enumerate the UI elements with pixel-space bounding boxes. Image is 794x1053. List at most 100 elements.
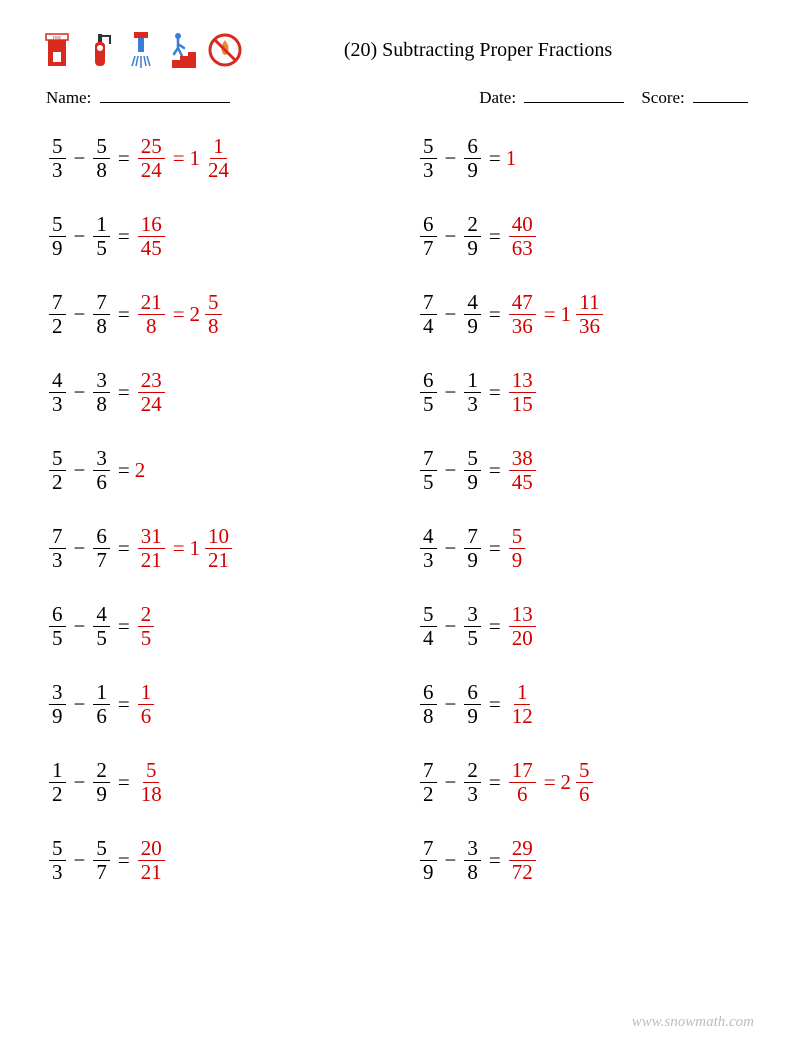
fraction: 56 — [576, 759, 593, 804]
equals: = — [544, 770, 556, 795]
header: FIRE — [40, 30, 754, 70]
fraction: 49 — [464, 291, 481, 336]
minus: − — [445, 380, 457, 405]
fraction: 72 — [420, 759, 437, 804]
equals: = — [118, 302, 130, 327]
fraction: 79 — [464, 525, 481, 570]
minus: − — [445, 146, 457, 171]
minus: − — [445, 224, 457, 249]
fraction: 68 — [420, 681, 437, 726]
answer-mixed: 1124 — [190, 135, 236, 180]
answer-int: 1 — [506, 146, 517, 171]
equals: = — [489, 458, 501, 483]
answer-mixed: 11021 — [190, 525, 236, 570]
fraction: 23 — [464, 759, 481, 804]
fraction: 2324 — [138, 369, 165, 414]
problem: 43 − 38 = 2324 — [46, 367, 377, 417]
extinguisher-icon — [82, 30, 116, 70]
minus: − — [445, 692, 457, 717]
minus: − — [445, 536, 457, 561]
footer-link[interactable]: www.snowmath.com — [632, 1014, 754, 1031]
fraction: 16 — [138, 681, 155, 726]
fraction: 69 — [464, 135, 481, 180]
problem: 12 − 29 = 518 — [46, 757, 377, 807]
problem: 72 − 23 = 176=256 — [417, 757, 748, 807]
fraction: 25 — [138, 603, 155, 648]
fraction: 39 — [49, 681, 66, 726]
problem: 43 − 79 = 59 — [417, 523, 748, 573]
answer-mixed: 256 — [561, 759, 596, 804]
equals: = — [173, 302, 185, 327]
minus: − — [445, 848, 457, 873]
problem: 72 − 78 = 218=258 — [46, 289, 377, 339]
fraction: 2524 — [138, 135, 165, 180]
fraction: 12 — [49, 759, 66, 804]
answer-frac: 2972 — [506, 837, 539, 882]
equals: = — [489, 848, 501, 873]
fraction: 65 — [49, 603, 66, 648]
answer-frac: 3845 — [506, 447, 539, 492]
fraction: 53 — [49, 837, 66, 882]
answer-frac: 16 — [135, 681, 158, 726]
fraction: 75 — [420, 447, 437, 492]
answer-frac: 2021 — [135, 837, 168, 882]
fraction: 67 — [420, 213, 437, 258]
fraction: 29 — [464, 213, 481, 258]
fraction: 2021 — [138, 837, 165, 882]
fire-alarm-icon: FIRE — [40, 30, 74, 70]
answer-frac: 2324 — [135, 369, 168, 414]
name-field: Name: — [46, 88, 230, 108]
fraction: 43 — [420, 525, 437, 570]
fraction: 43 — [49, 369, 66, 414]
equals: = — [489, 770, 501, 795]
problem: 39 − 16 = 16 — [46, 679, 377, 729]
fraction: 52 — [49, 447, 66, 492]
equals: = — [489, 614, 501, 639]
fraction: 54 — [420, 603, 437, 648]
fraction: 4063 — [509, 213, 536, 258]
minus: − — [74, 302, 86, 327]
fraction: 518 — [138, 759, 165, 804]
fraction: 58 — [205, 291, 222, 336]
fraction: 38 — [93, 369, 110, 414]
fraction: 176 — [509, 759, 536, 804]
equals: = — [489, 302, 501, 327]
equals: = — [118, 458, 130, 483]
fraction: 67 — [93, 525, 110, 570]
date-label: Date: — [479, 88, 516, 107]
answer-frac: 1645 — [135, 213, 168, 258]
fraction: 59 — [49, 213, 66, 258]
answer-frac: 1320 — [506, 603, 539, 648]
fraction: 35 — [464, 603, 481, 648]
answer-frac: 176 — [506, 759, 539, 804]
svg-text:FIRE: FIRE — [53, 35, 62, 40]
fraction: 3845 — [509, 447, 536, 492]
fraction: 112 — [509, 681, 536, 726]
equals: = — [489, 536, 501, 561]
fraction: 45 — [93, 603, 110, 648]
answer-frac: 4736 — [506, 291, 539, 336]
equals: = — [173, 146, 185, 171]
answer-frac: 4063 — [506, 213, 539, 258]
fraction: 1645 — [138, 213, 165, 258]
worksheet-title: (20) Subtracting Proper Fractions — [242, 39, 714, 62]
minus: − — [74, 848, 86, 873]
name-label: Name: — [46, 88, 91, 107]
no-fire-icon — [208, 30, 242, 70]
answer-frac: 112 — [506, 681, 539, 726]
fraction: 3121 — [138, 525, 165, 570]
header-icons: FIRE — [40, 30, 242, 70]
fraction: 1315 — [509, 369, 536, 414]
answer-frac: 1315 — [506, 369, 539, 414]
score-blank[interactable] — [693, 89, 748, 103]
name-blank[interactable] — [100, 89, 230, 103]
problems-grid: 53 − 58 = 2524=1124 53 − 69 = 1 59 − 15 … — [40, 133, 754, 885]
fraction: 29 — [93, 759, 110, 804]
equals: = — [118, 380, 130, 405]
date-blank[interactable] — [524, 89, 624, 103]
equals: = — [118, 224, 130, 249]
answer-frac: 59 — [506, 525, 529, 570]
equals: = — [118, 146, 130, 171]
fraction: 1320 — [509, 603, 536, 648]
equals: = — [118, 770, 130, 795]
